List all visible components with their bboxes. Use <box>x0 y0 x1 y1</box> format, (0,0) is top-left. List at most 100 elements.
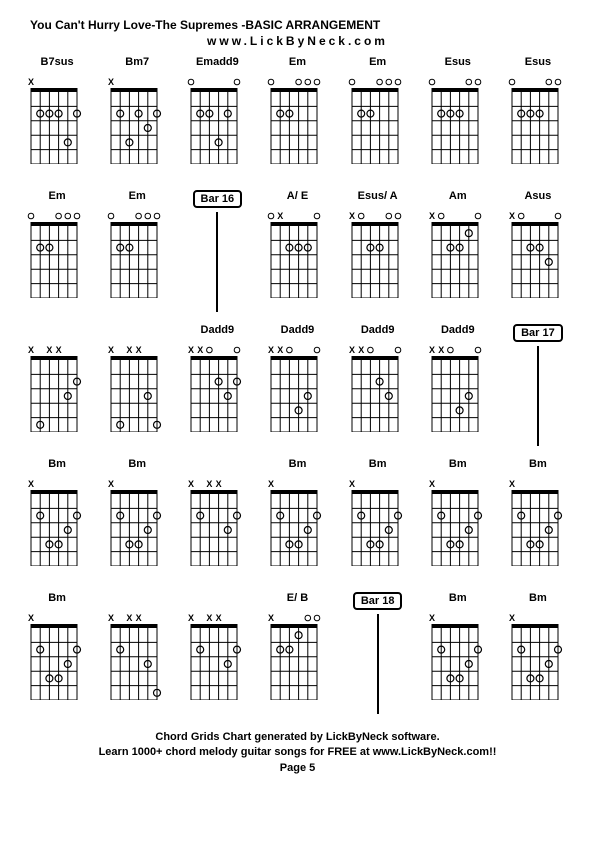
chord-name-label: Bm <box>449 458 467 474</box>
chord-diagram-svg: XX <box>426 342 484 432</box>
chord-name-label: Em <box>289 56 306 72</box>
chord-name-label: Dadd9 <box>441 324 475 340</box>
chord-diagram-svg: X <box>506 476 564 566</box>
chord-diagram-svg: X <box>426 208 484 298</box>
chord-name-label: Bm <box>529 458 547 474</box>
chord-diagram: X <box>105 476 169 576</box>
chord-diagram: X <box>506 476 570 576</box>
svg-text:X: X <box>268 479 274 489</box>
chord-diagram <box>185 74 249 174</box>
chord-diagram: XX <box>346 342 410 442</box>
chord-diagram-svg: X <box>346 476 404 566</box>
chord-cell: Bm7 X <box>100 56 174 186</box>
chord-diagram <box>25 208 89 308</box>
chord-name-label: B7sus <box>41 56 74 72</box>
bar-separator-line <box>537 346 539 446</box>
chord-diagram: X <box>426 208 490 308</box>
chord-diagram-svg: X <box>25 476 83 566</box>
chord-name-label: Asus <box>524 190 551 206</box>
svg-text:X: X <box>56 345 62 355</box>
chord-diagram: X <box>265 208 329 308</box>
svg-text:X: X <box>108 345 114 355</box>
chord-name-label: Dadd9 <box>281 324 315 340</box>
chord-name-label: Esus/ A <box>358 190 398 206</box>
chord-diagram: X <box>25 74 89 174</box>
chord-diagram <box>426 74 490 174</box>
chord-diagram-svg <box>426 74 484 164</box>
chord-diagram-svg: X <box>265 208 323 298</box>
chord-cell: Esus/ AX <box>341 190 415 320</box>
chord-name-label: Dadd9 <box>201 324 235 340</box>
chord-cell: Bm X <box>501 592 575 722</box>
chord-name-label: Bm <box>529 592 547 608</box>
svg-text:X: X <box>28 345 34 355</box>
chord-cell: B7sus X <box>20 56 94 186</box>
svg-text:X: X <box>429 211 435 221</box>
chord-name-label: Emadd9 <box>196 56 239 72</box>
chord-name-label: Am <box>449 190 467 206</box>
chord-diagram-svg: X <box>265 476 323 566</box>
chord-cell: Em <box>260 56 334 186</box>
chord-name-label: Bm <box>369 458 387 474</box>
chord-cell: XXX <box>100 592 174 722</box>
chord-cell: Esus <box>421 56 495 186</box>
svg-text:X: X <box>358 345 364 355</box>
chord-diagram: XXX <box>185 610 249 710</box>
chord-name-label: Esus <box>445 56 471 72</box>
chord-diagram: XX <box>185 342 249 442</box>
bar-label: Bar 17 <box>513 324 563 342</box>
chord-diagram: X <box>506 208 570 308</box>
chord-diagram-svg: XX <box>265 342 323 432</box>
chord-cell: Bm X <box>421 458 495 588</box>
chord-cell: XXX <box>20 324 94 454</box>
chord-diagram: X <box>426 476 490 576</box>
chord-name-label: Bm7 <box>125 56 149 72</box>
header: You Can't Hurry Love-The Supremes -BASIC… <box>20 18 575 48</box>
bar-marker-cell: Bar 18 <box>341 592 415 722</box>
chord-diagram-svg <box>185 74 243 164</box>
chord-cell: A/ EX <box>260 190 334 320</box>
chord-cell: Em <box>341 56 415 186</box>
chord-diagram-svg <box>346 74 404 164</box>
svg-text:X: X <box>108 77 114 87</box>
chord-diagram-svg <box>506 74 564 164</box>
svg-text:X: X <box>216 613 222 623</box>
bar-marker-cell: Bar 17 <box>501 324 575 454</box>
chord-name-label: Em <box>49 190 66 206</box>
svg-text:X: X <box>28 613 34 623</box>
chord-diagram: X <box>265 476 329 576</box>
chord-diagram: X <box>105 74 169 174</box>
chord-diagram: XXX <box>25 342 89 442</box>
chord-diagram-svg: X <box>25 610 83 700</box>
chord-diagram-svg: X <box>506 208 564 298</box>
chord-cell: XXX <box>100 324 174 454</box>
chord-diagram: XXX <box>185 476 249 576</box>
bar-marker-cell: Bar 16 <box>180 190 254 320</box>
svg-text:X: X <box>429 345 435 355</box>
chord-name-label: Em <box>369 56 386 72</box>
svg-text:X: X <box>349 211 355 221</box>
svg-text:X: X <box>207 613 213 623</box>
chord-cell: Bm X <box>501 458 575 588</box>
chord-diagram-svg: X <box>25 74 83 164</box>
svg-text:X: X <box>198 345 204 355</box>
chord-cell: BmX <box>100 458 174 588</box>
chord-cell: BmX <box>421 592 495 722</box>
svg-text:X: X <box>349 479 355 489</box>
page-title: You Can't Hurry Love-The Supremes -BASIC… <box>20 18 575 32</box>
chord-name-label: Em <box>129 190 146 206</box>
chord-cell: Dadd9 XX <box>421 324 495 454</box>
svg-text:X: X <box>188 479 194 489</box>
chord-diagram: X <box>265 610 329 710</box>
svg-text:X: X <box>188 345 194 355</box>
chord-cell: Em <box>100 190 174 320</box>
svg-text:X: X <box>509 211 515 221</box>
chord-cell: BmX <box>260 458 334 588</box>
chord-diagram: XX <box>426 342 490 442</box>
svg-text:X: X <box>429 613 435 623</box>
chord-diagram: X <box>25 610 89 710</box>
chord-diagram: X <box>506 610 570 710</box>
svg-text:X: X <box>438 345 444 355</box>
svg-text:X: X <box>268 345 274 355</box>
chord-cell: Dadd9 XX <box>180 324 254 454</box>
